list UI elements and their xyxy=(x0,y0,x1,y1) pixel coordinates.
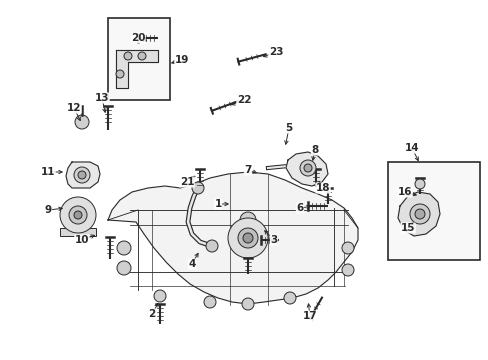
Text: 1: 1 xyxy=(214,199,221,209)
Text: 20: 20 xyxy=(130,33,145,43)
Circle shape xyxy=(60,197,96,233)
Circle shape xyxy=(341,264,353,276)
Text: 6: 6 xyxy=(296,203,303,213)
Text: 9: 9 xyxy=(44,205,51,215)
Circle shape xyxy=(75,115,89,129)
Text: 13: 13 xyxy=(95,93,109,103)
Circle shape xyxy=(69,206,87,224)
Text: 16: 16 xyxy=(397,187,411,197)
Circle shape xyxy=(299,160,315,176)
Circle shape xyxy=(74,167,90,183)
Circle shape xyxy=(240,240,256,256)
Text: 8: 8 xyxy=(311,145,318,155)
Circle shape xyxy=(205,240,218,252)
Bar xyxy=(387,162,479,260)
Polygon shape xyxy=(285,152,327,186)
Text: 12: 12 xyxy=(67,103,81,113)
Bar xyxy=(108,18,170,100)
Polygon shape xyxy=(397,192,439,236)
Bar xyxy=(60,228,96,236)
Circle shape xyxy=(284,292,295,304)
Circle shape xyxy=(238,228,258,248)
Circle shape xyxy=(227,218,267,258)
Circle shape xyxy=(192,182,203,194)
Circle shape xyxy=(341,242,353,254)
Circle shape xyxy=(116,70,124,78)
Text: 17: 17 xyxy=(302,311,317,321)
Circle shape xyxy=(74,211,82,219)
Circle shape xyxy=(203,296,216,308)
Circle shape xyxy=(124,52,132,60)
Text: 5: 5 xyxy=(285,123,292,133)
Polygon shape xyxy=(116,50,158,88)
Circle shape xyxy=(414,179,424,189)
Text: 14: 14 xyxy=(404,143,418,153)
Text: 15: 15 xyxy=(400,223,414,233)
Circle shape xyxy=(240,212,256,228)
Text: 23: 23 xyxy=(268,47,283,57)
Polygon shape xyxy=(108,172,357,304)
Circle shape xyxy=(117,241,131,255)
Text: 18: 18 xyxy=(315,183,329,193)
Text: 19: 19 xyxy=(174,55,189,65)
Text: 3: 3 xyxy=(270,235,277,245)
Circle shape xyxy=(414,209,424,219)
Circle shape xyxy=(304,164,311,172)
Text: 4: 4 xyxy=(188,259,195,269)
Polygon shape xyxy=(66,162,100,188)
Text: 21: 21 xyxy=(180,177,194,187)
Circle shape xyxy=(117,261,131,275)
Circle shape xyxy=(154,290,165,302)
Circle shape xyxy=(242,298,253,310)
Text: 11: 11 xyxy=(41,167,55,177)
Text: 2: 2 xyxy=(148,309,155,319)
Text: 7: 7 xyxy=(244,165,251,175)
Circle shape xyxy=(409,204,429,224)
Circle shape xyxy=(138,52,146,60)
Text: 10: 10 xyxy=(75,235,89,245)
Circle shape xyxy=(243,233,252,243)
Circle shape xyxy=(78,171,86,179)
Text: 22: 22 xyxy=(236,95,251,105)
